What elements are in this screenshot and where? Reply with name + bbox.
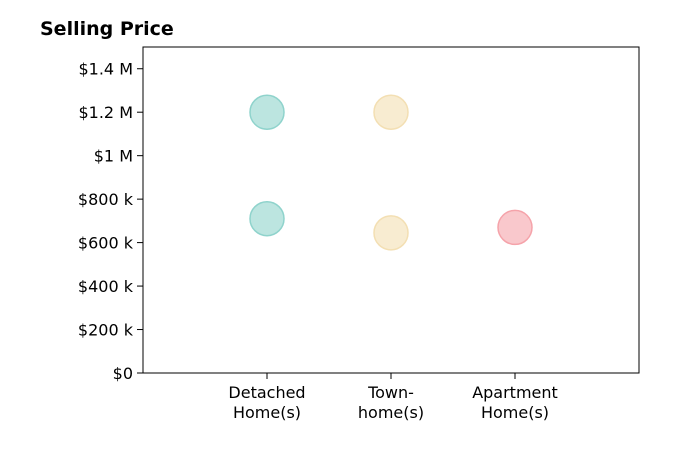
- data-point: [497, 209, 533, 246]
- y-tick-label: $0: [113, 364, 133, 383]
- data-point: [249, 94, 285, 130]
- data-point: [373, 94, 409, 130]
- y-tick-label: $600 k: [78, 234, 134, 253]
- points-layer: [249, 94, 533, 251]
- y-tick-label: $200 k: [78, 321, 134, 340]
- chart-title: Selling Price: [40, 18, 174, 40]
- data-point: [249, 200, 285, 237]
- y-tick-label: $800 k: [78, 190, 134, 209]
- x-tick-label-line: Home(s): [233, 403, 301, 422]
- x-tick-label: Apartment Home(s): [472, 383, 558, 422]
- x-axis: Detached Home(s)Town-home(s)Apartment Home…: [228, 373, 558, 422]
- y-tick-label: $400 k: [78, 277, 134, 296]
- x-tick-label-line: Detached: [228, 383, 305, 402]
- x-tick-label-line: Apartment: [472, 383, 558, 402]
- x-tick-label-line: Home(s): [481, 403, 549, 422]
- x-tick-label: Detached Home(s): [228, 383, 305, 422]
- x-tick-label-line: home(s): [358, 403, 424, 422]
- data-point: [373, 215, 409, 251]
- x-tick-label: Town-home(s): [358, 383, 424, 422]
- y-tick-label: $1.2 M: [78, 103, 133, 122]
- y-tick-label: $1.4 M: [78, 60, 133, 79]
- y-tick-label: $1 M: [94, 147, 133, 166]
- x-tick-label-line: Town-: [367, 383, 414, 402]
- y-axis: $0 $200 k $400 k $600 k $800 k $1 M $1.2 M $1.4…: [78, 60, 143, 383]
